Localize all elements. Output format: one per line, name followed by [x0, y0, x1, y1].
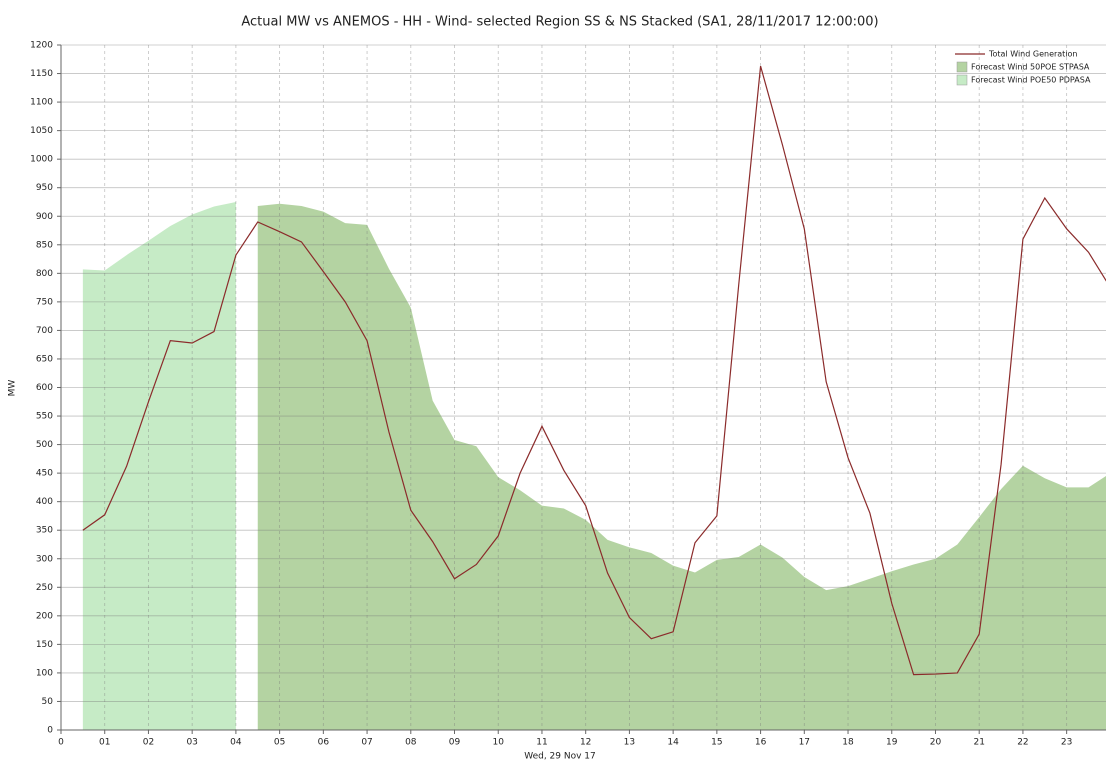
x-tick-label: 03	[186, 738, 197, 748]
x-tick-label: 05	[274, 738, 285, 748]
legend-label: Total Wind Generation	[988, 50, 1078, 59]
y-tick-label: 100	[36, 668, 53, 678]
y-tick-label: 900	[36, 212, 53, 222]
lines	[82, 65, 1106, 676]
x-axis-label: Wed, 29 Nov 17	[524, 752, 596, 761]
y-tick-label: 300	[36, 554, 53, 564]
y-tick-label: 550	[36, 412, 53, 422]
x-tick-label: 20	[930, 738, 942, 748]
y-tick-label: 200	[36, 611, 53, 621]
x-tick-label: 16	[755, 738, 767, 748]
y-tick-label: 1200	[30, 41, 53, 51]
x-tick-label: 21	[973, 738, 984, 748]
x-tick-label: 22	[1017, 738, 1028, 748]
x-tick-label: 04	[230, 738, 242, 748]
y-tick-label: 650	[36, 354, 53, 364]
x-tick-label: 08	[405, 738, 417, 748]
y-tick-label: 0	[47, 726, 53, 736]
y-tick-label: 850	[36, 240, 53, 250]
x-tick-label: 23	[1061, 738, 1072, 748]
y-tick-label: 1100	[30, 98, 53, 108]
y-tick-label: 500	[36, 440, 53, 450]
x-tick-label: 13	[624, 738, 635, 748]
x-tick-label: 12	[580, 738, 591, 748]
y-tick-label: 950	[36, 183, 53, 193]
y-tick-label: 150	[36, 640, 53, 650]
y-tick-label: 750	[36, 297, 53, 307]
x-tick-label: 07	[361, 738, 372, 748]
y-tick-label: 1000	[30, 155, 53, 165]
legend-label: Forecast Wind 50POE STPASA	[971, 63, 1090, 72]
legend-swatch	[956, 61, 968, 73]
x-tick-label: 09	[449, 738, 461, 748]
x-tick-label: 10	[493, 738, 505, 748]
x-tick-label: 15	[711, 738, 722, 748]
x-tick-label: 11	[536, 738, 547, 748]
y-tick-label: 600	[36, 383, 53, 393]
y-tick-label: 50	[42, 697, 54, 707]
x-tick-label: 0	[58, 738, 64, 748]
grid	[60, 44, 1106, 731]
x-tick-label: 14	[667, 738, 679, 748]
areas	[82, 201, 1106, 730]
y-tick-label: 250	[36, 583, 53, 593]
legend: Total Wind Generation Forecast Wind 50POE…	[955, 50, 1091, 86]
y-tick-label: 800	[36, 269, 53, 279]
y-axis-label: MW	[8, 380, 18, 397]
x-tick-label: 06	[318, 738, 330, 748]
x-tick-label: 19	[886, 738, 898, 748]
y-tick-label: 450	[36, 469, 53, 479]
x-tick-label: 17	[799, 738, 810, 748]
area	[82, 201, 236, 730]
legend-label: Forecast Wind POE50 PDPASA	[971, 76, 1091, 85]
chart-title: Actual MW vs ANEMOS - HH - Wind- selecte…	[241, 15, 878, 30]
area	[257, 203, 1106, 730]
y-tick-label: 400	[36, 497, 53, 507]
x-tick-label: 02	[143, 738, 154, 748]
y-tick-label: 700	[36, 326, 53, 336]
line	[82, 65, 1106, 676]
x-tick-label: 18	[842, 738, 854, 748]
y-tick-label: 1050	[30, 126, 53, 136]
y-tick-label: 1150	[30, 69, 53, 79]
y-tick-label: 350	[36, 526, 53, 536]
legend-swatch	[956, 74, 968, 86]
axes: 0501001502002503003504004505005506006507…	[30, 41, 1106, 748]
x-tick-label: 01	[99, 738, 110, 748]
